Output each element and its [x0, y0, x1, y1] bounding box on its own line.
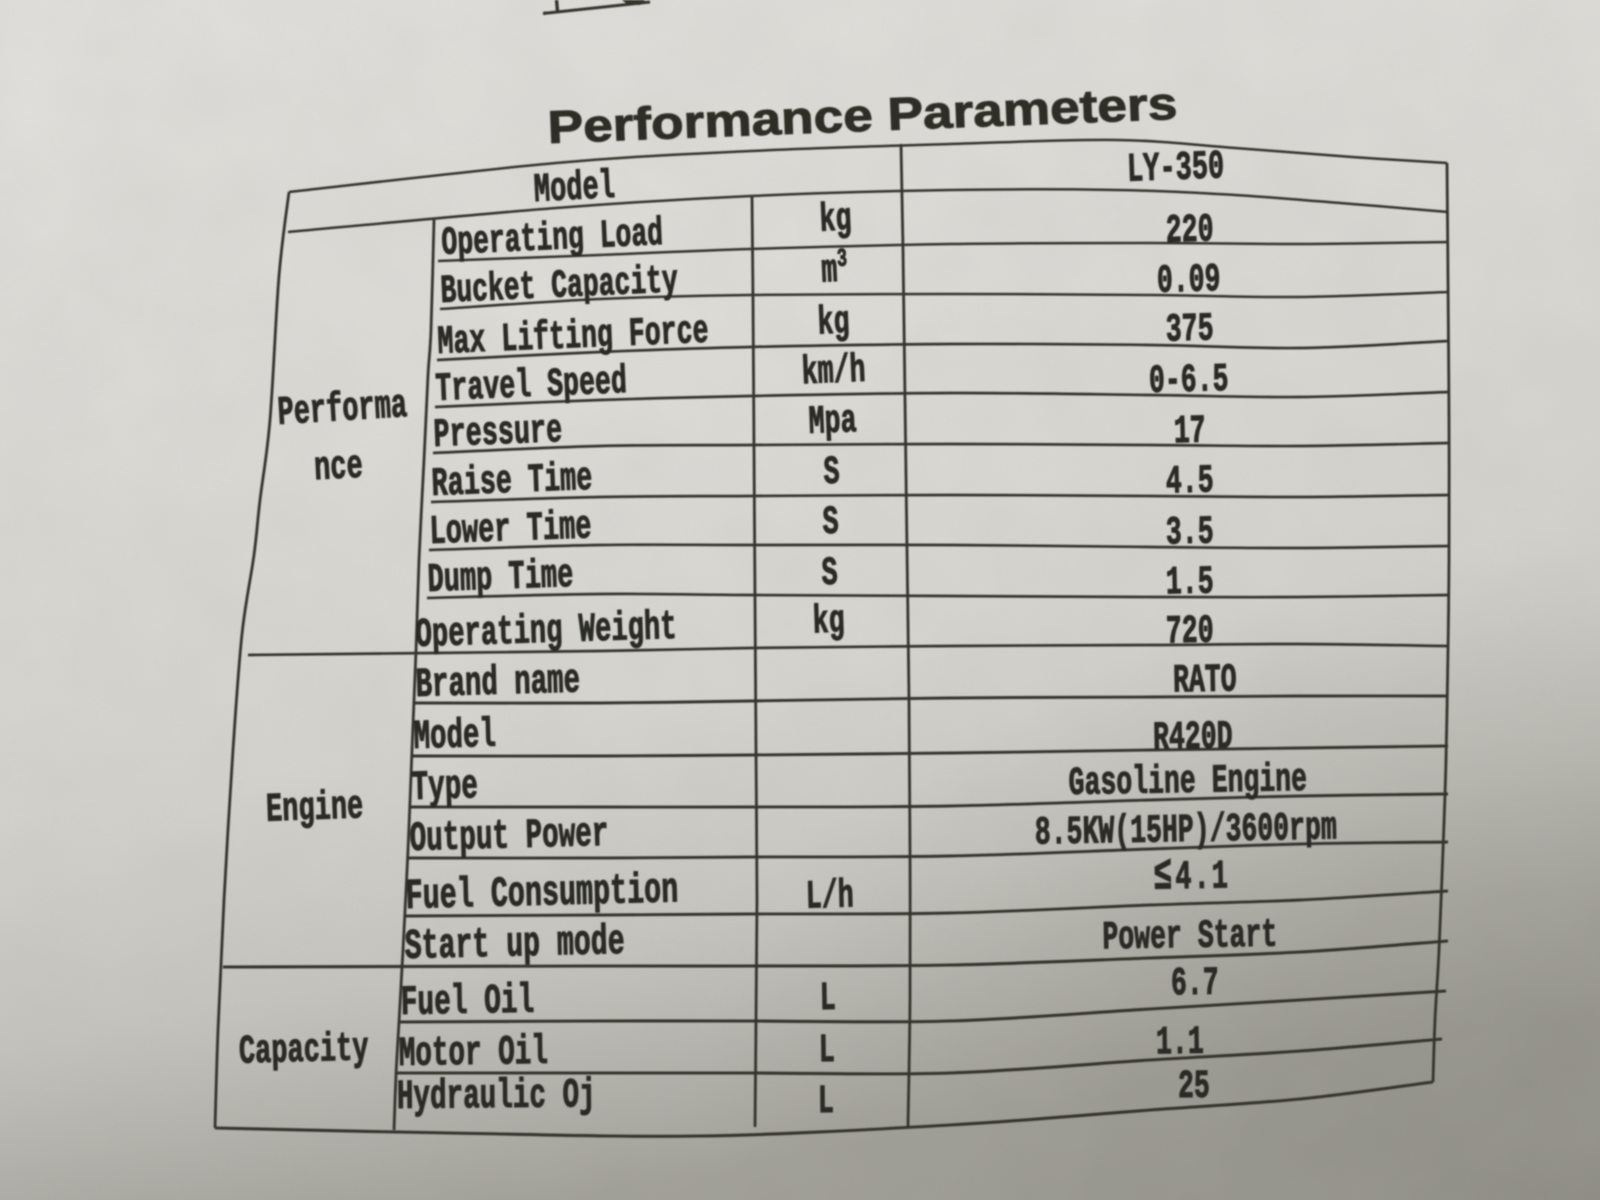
svg-text:Capacity: Capacity: [238, 1026, 369, 1075]
svg-text:0.09: 0.09: [1156, 258, 1221, 304]
svg-text:L/h: L/h: [805, 875, 854, 921]
svg-text:720: 720: [1165, 610, 1214, 656]
svg-text:Performa: Performa: [276, 383, 408, 437]
svg-text:kg: kg: [812, 600, 845, 646]
svg-text:nce: nce: [313, 444, 364, 492]
svg-text:8.5KW(15HP)/3600rpm: 8.5KW(15HP)/3600rpm: [1034, 807, 1337, 857]
svg-text:Lower Time: Lower Time: [429, 504, 592, 556]
svg-text:R420D: R420D: [1153, 716, 1233, 762]
svg-text:L: L: [819, 1029, 836, 1074]
svg-text:LY-350: LY-350: [1126, 144, 1225, 193]
svg-text:Model: Model: [413, 713, 496, 761]
svg-text:kg: kg: [819, 198, 853, 244]
svg-text:Travel Speed: Travel Speed: [435, 360, 628, 413]
svg-text:RATO: RATO: [1173, 659, 1237, 705]
svg-text:6.7: 6.7: [1171, 962, 1219, 1007]
svg-text:1.5: 1.5: [1165, 561, 1214, 607]
svg-text:Fuel Consumption: Fuel Consumption: [405, 866, 679, 921]
svg-text:S: S: [821, 552, 839, 597]
svg-text:Engine: Engine: [265, 784, 364, 833]
svg-text:Power Start: Power Start: [1102, 914, 1278, 961]
svg-text:Type: Type: [411, 763, 479, 812]
svg-text:Operating Load: Operating Load: [441, 212, 665, 267]
svg-text:Hydraulic Oj: Hydraulic Oj: [397, 1072, 596, 1121]
svg-text:4.5: 4.5: [1165, 460, 1214, 506]
svg-text:Brand name: Brand name: [415, 658, 581, 708]
svg-text:375: 375: [1165, 308, 1214, 354]
svg-text:L: L: [819, 977, 836, 1022]
svg-text:220: 220: [1165, 209, 1214, 255]
svg-text:Operating Weight: Operating Weight: [415, 605, 677, 659]
svg-text:Model: Model: [533, 164, 616, 214]
svg-text:L: L: [818, 1080, 834, 1125]
svg-text:S: S: [822, 501, 840, 546]
svg-text:Gasoline Engine: Gasoline Engine: [1068, 758, 1307, 807]
svg-text:Mpa: Mpa: [808, 399, 858, 446]
svg-text:3.5: 3.5: [1165, 511, 1214, 557]
svg-text:km/h: km/h: [801, 349, 867, 396]
svg-text:Fuel Oil: Fuel Oil: [400, 978, 534, 1027]
svg-text:1.1: 1.1: [1156, 1021, 1204, 1066]
svg-text:Raise Time: Raise Time: [431, 457, 593, 508]
svg-text:S: S: [823, 451, 841, 496]
svg-text:Output Power: Output Power: [409, 811, 609, 863]
svg-text:Dump Time: Dump Time: [427, 553, 574, 604]
svg-text:≤4.1: ≤4.1: [1153, 849, 1230, 903]
svg-text:kg: kg: [817, 301, 851, 347]
svg-text:0-6.5: 0-6.5: [1148, 358, 1229, 405]
svg-text:25: 25: [1178, 1065, 1210, 1110]
svg-text:Motor Oil: Motor Oil: [399, 1029, 549, 1078]
svg-text:Pressure: Pressure: [433, 409, 563, 459]
svg-text:Start up mode: Start up mode: [404, 918, 625, 971]
svg-text:Bucket Capacity: Bucket Capacity: [440, 259, 679, 314]
svg-text:17: 17: [1173, 410, 1206, 455]
